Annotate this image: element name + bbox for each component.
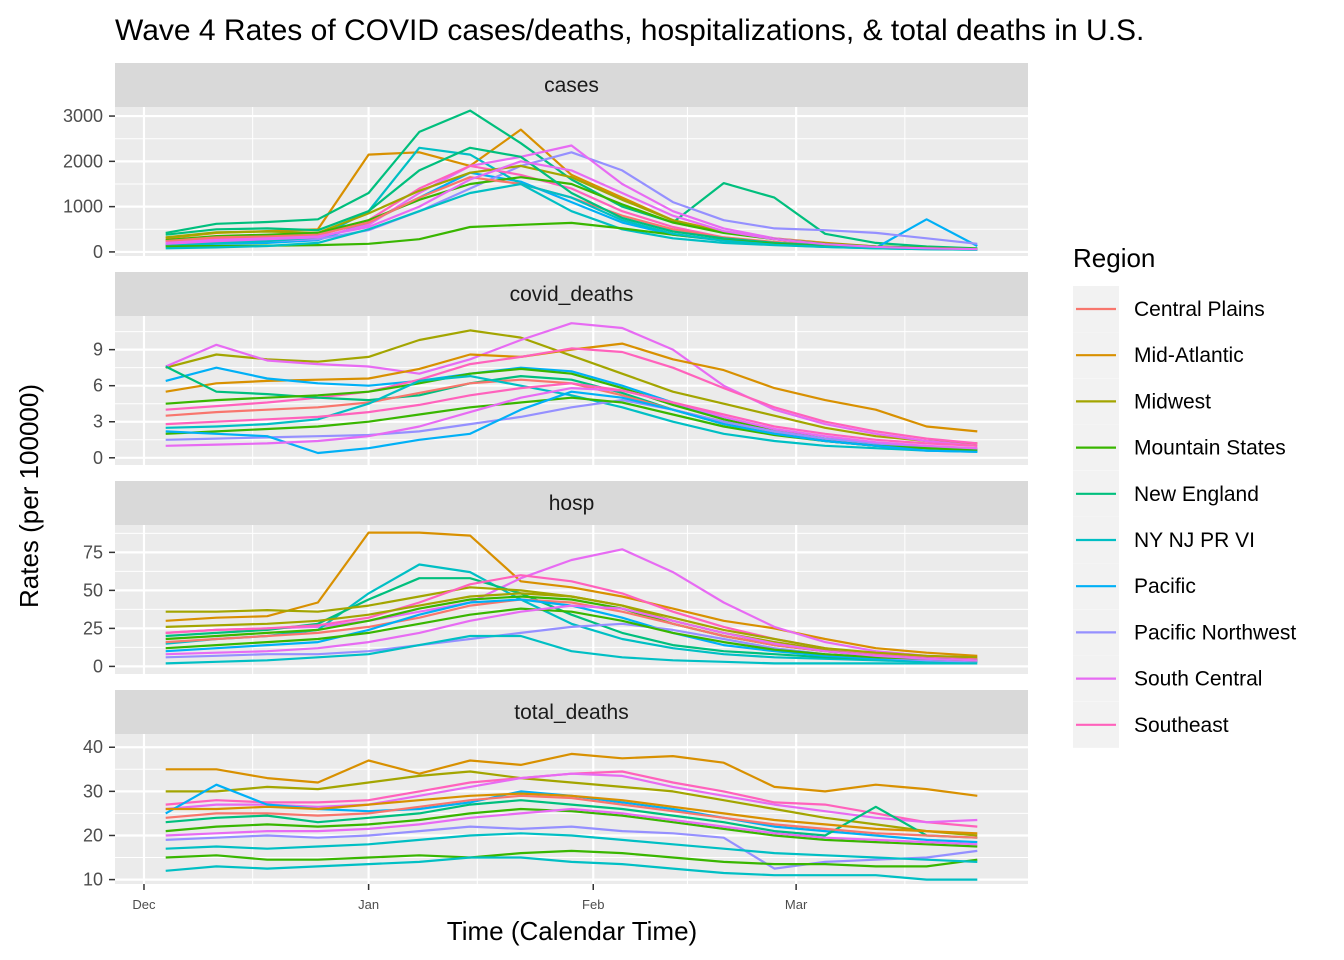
- strip-label: cases: [544, 74, 599, 97]
- series-lines: [165, 109, 978, 251]
- series-line: [165, 770, 978, 837]
- series-line: [165, 825, 978, 870]
- y-tick-label: 2000: [63, 151, 103, 171]
- y-tick-label: 3000: [63, 106, 103, 126]
- x-tick-label: Jan: [358, 897, 379, 912]
- series-line: [165, 366, 978, 451]
- legend-title: Region: [1073, 243, 1155, 273]
- series-line: [165, 387, 978, 450]
- series-line: [165, 832, 978, 863]
- series-line: [165, 151, 978, 245]
- series-line: [165, 856, 978, 881]
- legend-anchor: [1073, 284, 1074, 285]
- y-tick-label: 50: [83, 580, 103, 600]
- panel-covid_deaths: covid_deaths 0 3 6 9: [93, 272, 1028, 468]
- series-line: [165, 752, 978, 797]
- y-tick-label: 20: [83, 825, 103, 845]
- strip-label: covid_deaths: [510, 283, 634, 306]
- series-lines: [165, 752, 978, 881]
- legend-label: Mountain States: [1134, 437, 1286, 460]
- series-line: [165, 807, 978, 846]
- series-line: [165, 634, 978, 665]
- legend-label: Pacific Northwest: [1134, 621, 1296, 644]
- legend-label: Midwest: [1134, 390, 1211, 413]
- series-line: [165, 399, 978, 451]
- series-line: [165, 607, 978, 662]
- facet-panels: cases 0 1000 2000 3000 covid_deaths 0 3 6 9 hosp 0 2…: [63, 63, 1028, 890]
- strip-background: [115, 481, 1028, 525]
- legend-label: Southeast: [1134, 714, 1229, 737]
- legend-label: NY NJ PR VI: [1134, 529, 1255, 552]
- x-tick-label: Mar: [785, 897, 808, 912]
- y-tick-label: 0: [93, 242, 103, 262]
- strip-background: [115, 63, 1028, 107]
- y-tick-label: 6: [93, 376, 103, 396]
- y-tick-label: 25: [83, 618, 103, 638]
- series-line: [165, 342, 978, 433]
- x-tick-label: Feb: [582, 897, 604, 912]
- legend-label: Central Plains: [1134, 298, 1265, 321]
- panel-hosp: hosp 0 25 50 75: [83, 481, 1028, 676]
- panel-cases: cases 0 1000 2000 3000: [63, 63, 1028, 262]
- series-lines: [165, 531, 978, 665]
- y-tick-label: 0: [93, 656, 103, 676]
- legend-label: Mid-Atlantic: [1134, 344, 1244, 367]
- legend: Region Central Plains Mid-Atlantic Midwest…: [1073, 243, 1296, 748]
- series-line: [165, 160, 978, 251]
- series-line: [165, 592, 978, 659]
- series-line: [165, 772, 978, 824]
- series-lines: [165, 322, 978, 455]
- x-tick-label: Dec: [132, 897, 156, 912]
- y-tick-label: 0: [93, 448, 103, 468]
- strip-label: total_deaths: [514, 701, 628, 724]
- x-axis: Dec Jan Feb Mar: [132, 884, 808, 912]
- x-axis-title: Time (Calendar Time): [447, 916, 697, 946]
- series-line: [165, 322, 978, 447]
- strip-background: [115, 690, 1028, 734]
- y-tick-label: 9: [93, 340, 103, 360]
- series-line: [165, 604, 978, 662]
- series-line: [165, 531, 978, 657]
- y-axis-title: Rates (per 100000): [14, 384, 44, 608]
- y-tick-label: 75: [83, 542, 103, 562]
- series-line: [165, 807, 978, 848]
- legend-label: South Central: [1134, 668, 1262, 691]
- series-line: [165, 329, 978, 445]
- series-line: [165, 792, 978, 835]
- series-line: [165, 182, 978, 251]
- y-tick-label: 10: [83, 870, 103, 890]
- chart-title: Wave 4 Rates of COVID cases/deaths, hosp…: [115, 14, 1144, 47]
- series-line: [165, 109, 978, 250]
- legend-label: New England: [1134, 483, 1259, 506]
- series-line: [165, 390, 978, 455]
- strip-label: hosp: [549, 492, 595, 515]
- series-line: [165, 347, 978, 445]
- series-line: [165, 375, 978, 453]
- legend-label: Pacific: [1134, 575, 1196, 598]
- series-line: [165, 382, 978, 447]
- y-tick-label: 3: [93, 412, 103, 432]
- y-tick-label: 40: [83, 737, 103, 757]
- panel-total_deaths: total_deaths 10 20 30 40: [83, 690, 1028, 890]
- y-tick-label: 1000: [63, 197, 103, 217]
- series-line: [165, 849, 978, 868]
- strip-background: [115, 272, 1028, 316]
- series-line: [165, 794, 978, 839]
- y-tick-label: 30: [83, 781, 103, 801]
